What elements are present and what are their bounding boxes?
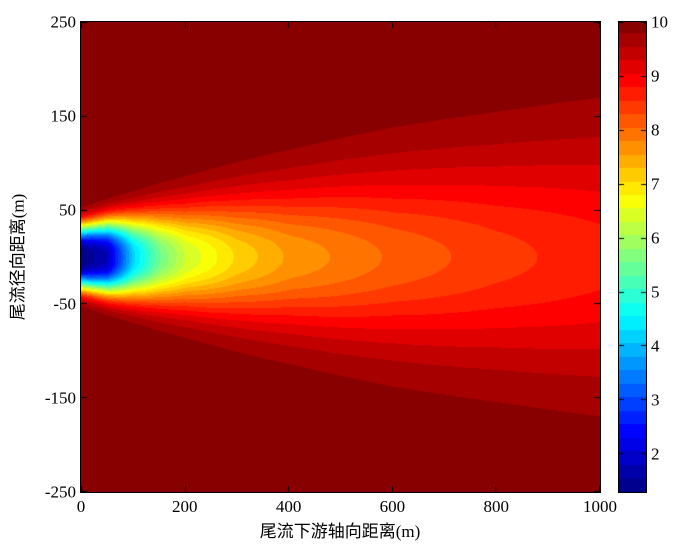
- x-tick-label: 400: [275, 497, 302, 516]
- colorbar-tick-label: 7: [651, 174, 660, 194]
- x-tick-label: 800: [483, 497, 509, 516]
- x-tick-label: 1000: [583, 497, 617, 516]
- y-tick-label: 250: [50, 12, 77, 32]
- colorbar-tick-label: 5: [651, 282, 660, 302]
- y-tick-label: -50: [53, 294, 76, 314]
- y-axis-label: 尾流径向距离(m): [8, 193, 28, 321]
- x-axis-label: 尾流下游轴向距离(m): [259, 522, 421, 541]
- y-tick-label: -250: [44, 482, 76, 502]
- y-tick-label: 50: [59, 200, 76, 220]
- colorbar-canvas: [619, 22, 646, 492]
- colorbar-tick-label: 3: [651, 390, 660, 410]
- x-tick-label: 200: [172, 497, 198, 516]
- colorbar-tick-label: 4: [651, 336, 660, 356]
- x-tick-label: 600: [379, 497, 406, 516]
- y-tick-label: -150: [44, 388, 76, 408]
- wake-heatmap-canvas: [81, 22, 600, 492]
- colorbar-tick-label: 6: [651, 228, 660, 248]
- x-tick-label: 0: [76, 497, 86, 516]
- colorbar-tick-label: 9: [651, 66, 660, 86]
- y-tick-label: 150: [50, 106, 77, 126]
- colorbar-tick-label: 10: [651, 12, 668, 32]
- colorbar-tick-label: 8: [651, 120, 660, 140]
- colorbar-tick-label: 2: [651, 444, 660, 464]
